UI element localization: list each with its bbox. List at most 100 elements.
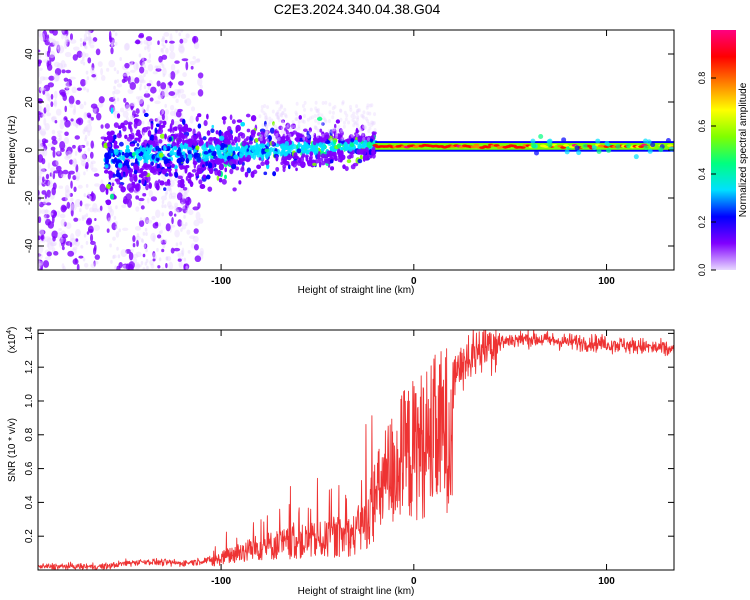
spectrogram-cell (174, 171, 179, 178)
spectrogram-cell (367, 129, 371, 134)
spectrogram-cell (47, 143, 54, 147)
spectrogram-cell (185, 98, 192, 107)
spectrogram-cell (104, 169, 109, 174)
spectrogram-cell (51, 230, 59, 239)
spectrogram-cell (38, 54, 42, 59)
spectrogram-cell (348, 134, 354, 140)
spectrogram-cell (143, 217, 150, 224)
spectrogram-cell (89, 207, 95, 213)
spectrogram-cell (173, 145, 177, 151)
spectrogram-cell (370, 120, 374, 125)
spectrogram-cell (168, 136, 173, 142)
spectrogram-cell (82, 61, 86, 66)
spectrogram-cell (39, 76, 46, 81)
spectrogram-cell (373, 128, 377, 133)
spectrogram-cell (38, 178, 42, 186)
spectrogram-cell (166, 162, 171, 168)
spectrogram-cell (130, 76, 134, 82)
spectrogram-cell (265, 130, 269, 135)
spectrogram-cell (83, 262, 89, 268)
spectrogram-cell (71, 86, 77, 94)
spectrogram-cell (359, 155, 363, 160)
spectrogram-cell (236, 119, 243, 123)
spectrogram-cell (133, 62, 139, 71)
spectrogram-cell (69, 242, 73, 248)
spectrogram-cell (87, 192, 90, 197)
spectrogram-cell (292, 160, 298, 168)
spectrogram-cell (531, 143, 537, 149)
spectrogram-cell (157, 40, 160, 45)
spectrogram-cell (38, 98, 44, 104)
spectrogram-cell (83, 101, 87, 106)
spectrogram-cell (169, 187, 172, 195)
x-tick-label: 0 (411, 276, 417, 287)
spectrogram-cell (155, 183, 160, 191)
spectrogram-cell (192, 235, 199, 243)
spectrogram-cell (38, 244, 44, 254)
spectrogram-cell (47, 45, 51, 54)
spectrogram-cell (177, 258, 182, 262)
spectrogram-cell (138, 137, 141, 143)
spectrogram-cell (261, 123, 265, 128)
spectrogram-cell (69, 103, 74, 108)
spectrogram-cell (658, 147, 664, 153)
spectrogram-cell (366, 119, 370, 124)
spectrogram-cell (145, 146, 149, 151)
spectrogram-cell (134, 225, 142, 231)
spectrogram-cell (276, 110, 280, 115)
spectrogram-cell (61, 197, 68, 202)
spectrogram-cell (367, 122, 371, 127)
spectrogram-cell (168, 73, 172, 78)
spectrogram-cell (260, 133, 266, 140)
spectrogram-cell (139, 66, 145, 74)
spectrogram-cell (38, 144, 42, 148)
spectrogram-cell (59, 119, 67, 123)
spectrogram-cell (109, 208, 114, 217)
spectrogram-cell (211, 124, 215, 129)
spectrogram-cell (196, 58, 201, 62)
spectrogram-cell (79, 208, 82, 213)
spectrogram-cell (115, 225, 118, 230)
spectrogram-cell (111, 182, 115, 187)
spectrogram-cell (111, 30, 115, 33)
spectrogram-cell (312, 131, 316, 136)
spectrogram-cell (104, 123, 110, 129)
spectrogram-cell (229, 168, 234, 175)
spectrogram-cell (90, 103, 98, 109)
spectrogram-cell (65, 82, 73, 87)
spectrogram-cell (181, 58, 189, 62)
spectrogram-cell (252, 153, 257, 160)
spectrogram-cell (154, 118, 159, 122)
spectrogram-cell (170, 63, 176, 72)
colorbar: 0.0 0.2 0.4 0.6 0.8 Normalized spectral ampl… (697, 30, 749, 276)
spectrogram-cell (314, 147, 319, 153)
spectrogram-cell (111, 43, 114, 48)
spectrogram-cell (317, 116, 323, 122)
spectrogram-cell (89, 44, 95, 49)
spectrogram-cell (161, 200, 165, 205)
spectrogram-cell (280, 136, 286, 142)
spectrogram-cell (355, 127, 359, 134)
spectrogram-cell (576, 150, 582, 156)
spectrogram-cell (295, 117, 299, 122)
spectrogram-cell (152, 222, 159, 229)
spectrogram-cell (134, 40, 141, 45)
y-tick-label: 0.4 (24, 495, 35, 509)
spectrogram-cell (596, 148, 602, 154)
spectrogram-cell (175, 110, 182, 118)
spectrogram-cell (169, 33, 173, 42)
spectrogram-cell (75, 99, 81, 105)
spectrogram-cell (50, 170, 54, 177)
spectrogram-cell (194, 255, 202, 263)
spectrogram-cell (174, 205, 178, 213)
spectrogram-cell (184, 191, 187, 196)
spectrogram-cell (273, 138, 277, 143)
spectrogram-cell (175, 30, 178, 34)
spectrogram-cell (115, 158, 121, 164)
spectrogram-cell (311, 115, 315, 120)
spectrogram-cell (289, 126, 293, 131)
spectrogram-cell (187, 250, 191, 254)
spectrogram-cell (72, 54, 79, 61)
spectrogram-cell (127, 263, 134, 270)
spectrogram-cell (280, 119, 284, 124)
